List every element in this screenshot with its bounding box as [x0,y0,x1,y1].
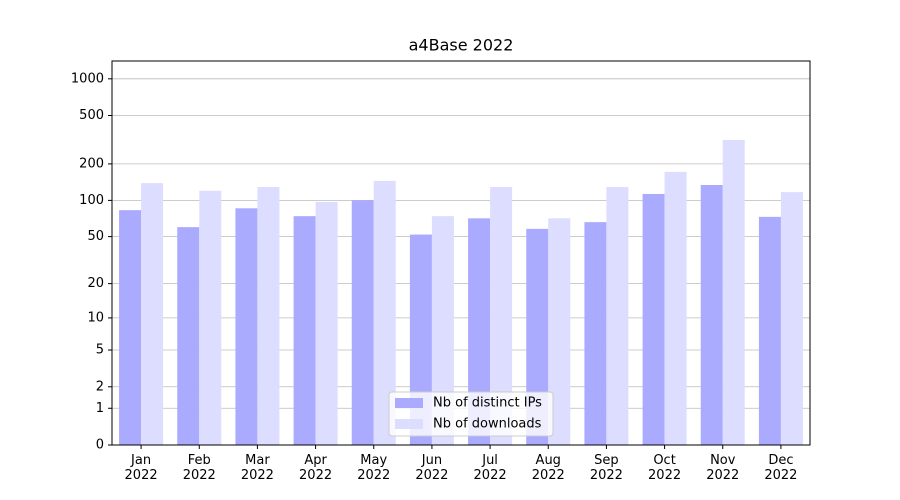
bar [722,139,745,446]
bar [548,218,571,445]
x-tick-label: Feb 2022 [182,453,216,483]
legend-label: Nb of distinct IPs [433,396,542,411]
bar [700,185,723,445]
bar [584,222,607,445]
y-tick-label: 20 [87,276,104,291]
grid [112,78,810,446]
bar [351,200,374,445]
y-tick-label: 200 [79,156,104,171]
x-tick-label: Jun 2022 [415,453,449,483]
bar [257,187,280,445]
x-tick-label: Sep 2022 [589,453,623,483]
bar [199,190,222,445]
x-tick-label: Jul 2022 [473,453,507,483]
x-tick-label: Jan 2022 [124,453,158,483]
x-tick-label: Dec 2022 [764,453,798,483]
plot-frame [111,60,811,446]
bar [177,227,200,445]
x-tick-label: Mar 2022 [240,453,274,483]
bar [373,180,396,446]
bar [235,208,258,445]
x-tick-label: Oct 2022 [648,453,682,483]
legend-label: Nb of downloads [433,417,542,432]
legend-swatch [395,419,423,429]
x-tick-label: Apr 2022 [299,453,333,483]
y-tick-label: 1000 [71,71,104,86]
legend-box [388,391,554,437]
y-tick-label: 0 [96,438,104,453]
y-tick-label: 5 [96,343,104,358]
legend: Nb of distinct IPs Nb of downloads [388,391,554,437]
bar [431,216,454,445]
y-tick-label: 500 [79,108,104,123]
bar [642,193,665,445]
bar [664,171,687,445]
y-tick-label: 50 [87,229,104,244]
x-tick-label: Aug 2022 [531,453,565,483]
bar [526,228,549,445]
y-tick-label: 100 [79,193,104,208]
y-tick-label: 1 [96,401,104,416]
bar [606,187,629,445]
bar [293,216,316,445]
bar [758,216,781,445]
bar [468,218,491,445]
bar [315,201,338,445]
y-tick-label: 2 [96,379,104,394]
bar [141,183,164,445]
x-tick-label: May 2022 [357,453,391,483]
bar [119,210,142,445]
x-tick-label: Nov 2022 [706,453,740,483]
legend-swatch [395,398,423,408]
y-tick-label: 10 [87,310,104,325]
bar [780,192,803,445]
chart-title: a4Base 2022 [409,36,514,55]
bar [490,187,513,445]
